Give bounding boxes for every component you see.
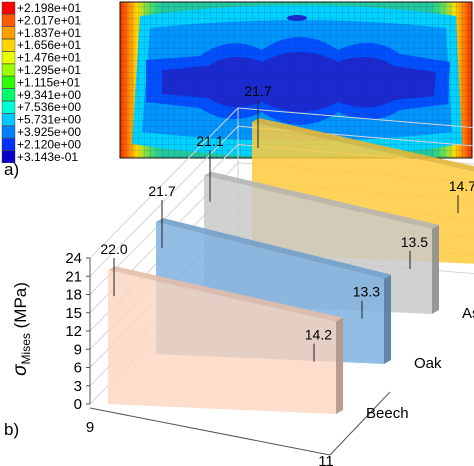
legend-value: +2.017e+01 — [17, 13, 81, 27]
legend-value: +1.295e+01 — [17, 63, 81, 77]
legend-swatch — [1, 150, 16, 164]
y-tick-label: 9 — [74, 341, 82, 358]
x-tick-label: 9 — [86, 419, 94, 436]
panel-top — [204, 171, 439, 229]
end-value-label: 14.2 — [305, 327, 332, 343]
legend-value: +2.198e+01 — [17, 1, 81, 15]
legend-swatch — [1, 1, 16, 15]
legend-value: +9.341e+00 — [17, 88, 81, 102]
y-axis-label: σMises (MPa) — [10, 282, 33, 376]
legend-value: +1.656e+01 — [17, 38, 81, 52]
legend-swatch — [1, 14, 16, 27]
legend-value: +2.120e+00 — [17, 137, 81, 151]
panel-top — [156, 217, 391, 279]
legend-swatch — [1, 88, 16, 102]
y-tick-label: 12 — [65, 323, 82, 340]
y-tick-label: 0 — [74, 396, 82, 413]
legend-swatch — [1, 63, 16, 77]
y-tick-label: 3 — [74, 378, 82, 395]
panel-top — [252, 117, 474, 172]
contour-legend: +2.198e+01+2.017e+01+1.837e+01+1.656e+01… — [1, 1, 81, 164]
end-value-label: 13.5 — [401, 234, 428, 250]
legend-swatch — [1, 113, 16, 126]
x-axis — [89, 407, 331, 456]
legend-value: +3.143e-01 — [17, 150, 78, 164]
legend-value: +1.115e+01 — [17, 75, 81, 89]
legend-value: +1.476e+01 — [17, 51, 81, 65]
y-tick-label: 15 — [65, 305, 82, 322]
series-label: Oak — [414, 355, 442, 372]
panel-beech — [108, 266, 343, 414]
legend-swatch — [1, 39, 16, 52]
legend-swatch — [1, 26, 16, 39]
start-value-label: 21.7 — [148, 183, 175, 199]
legend-swatch — [1, 100, 16, 114]
legend-value: +5.731e+00 — [17, 113, 81, 127]
panel-side — [384, 274, 391, 364]
y-tick-label: 6 — [74, 360, 82, 377]
legend-swatch — [1, 51, 16, 64]
legend-swatch — [1, 76, 16, 89]
panel-face — [108, 270, 336, 414]
end-value-label: 13.3 — [353, 284, 380, 300]
fem-contour-plot — [119, 1, 473, 159]
y-tick-label: 24 — [65, 250, 82, 267]
x-tick-label: 11 — [318, 453, 334, 466]
series-label: Ash — [462, 305, 474, 322]
legend-value: +7.536e+00 — [17, 100, 81, 114]
start-value-label: 21.1 — [196, 133, 223, 149]
series-label: Beech — [366, 405, 409, 422]
y-tick-label: 18 — [65, 287, 82, 304]
start-value-label: 21.7 — [244, 83, 271, 99]
depth-axis — [329, 391, 391, 456]
panel-top — [108, 266, 343, 322]
legend-swatch — [1, 138, 16, 151]
legend-swatch — [1, 125, 16, 139]
panel-side — [432, 224, 439, 314]
panel-side — [336, 317, 343, 414]
legend-value: +3.925e+00 — [17, 125, 81, 139]
gridline — [89, 107, 239, 259]
legend-value: +1.837e+01 — [17, 26, 81, 40]
panel-a-label: a) — [4, 160, 20, 179]
gridline — [89, 125, 239, 277]
y-tick-label: 21 — [65, 268, 82, 285]
panel-b-label: b) — [4, 420, 20, 439]
gridline — [237, 107, 474, 129]
end-value-label: 14.7 — [449, 178, 474, 194]
start-value-label: 22.0 — [100, 241, 127, 257]
